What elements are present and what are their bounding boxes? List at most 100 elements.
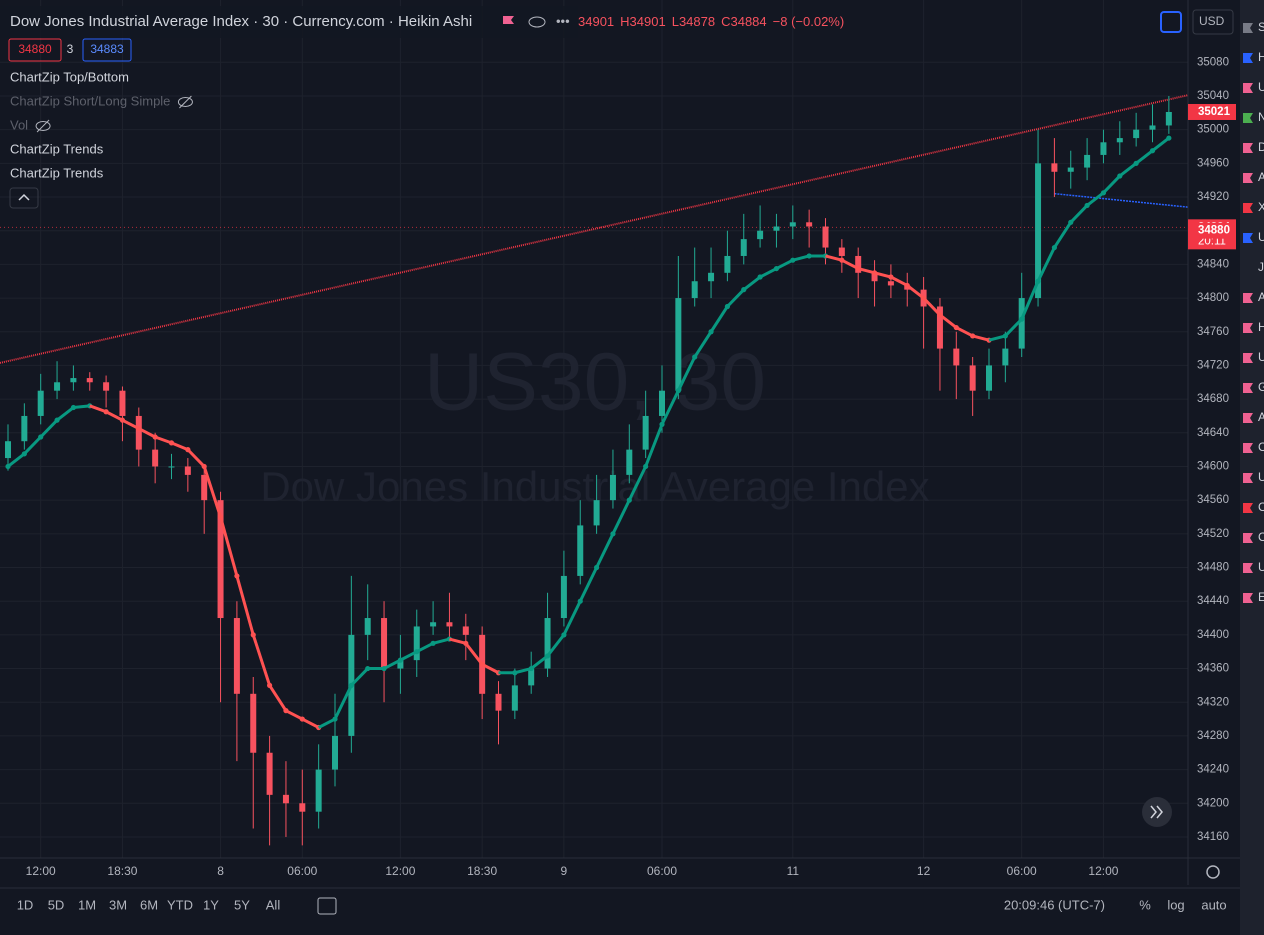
ma-segment <box>170 441 189 452</box>
sync-button[interactable] <box>1160 11 1182 33</box>
candle-body <box>675 298 682 391</box>
range-button[interactable]: YTD <box>167 897 193 912</box>
watchlist-flag[interactable] <box>1243 143 1253 153</box>
watchlist-flag[interactable] <box>1243 533 1253 543</box>
watchlist-symbol[interactable]: C <box>1258 530 1264 544</box>
y-tick-label: 34400 <box>1197 629 1229 641</box>
watchlist-flag[interactable] <box>1243 113 1253 123</box>
watchlist-symbol[interactable]: U <box>1258 230 1264 244</box>
watchlist-symbol[interactable]: H <box>1258 320 1264 334</box>
candle-body <box>119 390 126 416</box>
watchlist-symbol[interactable]: E <box>1258 590 1264 604</box>
watchlist-symbol[interactable]: X <box>1258 200 1264 214</box>
watchlist-symbol[interactable]: U <box>1258 470 1264 484</box>
ma-segment <box>268 684 288 712</box>
watchlist-symbol[interactable]: U <box>1258 560 1264 574</box>
range-button[interactable]: All <box>266 897 281 912</box>
ma-segment <box>841 258 859 270</box>
range-button[interactable]: 6M <box>140 897 158 912</box>
candle-body <box>936 306 943 349</box>
currency[interactable]: USD <box>1199 14 1225 28</box>
watchlist-symbol[interactable]: C <box>1258 440 1264 454</box>
watchlist-symbol[interactable]: A <box>1258 290 1264 304</box>
watchlist-symbol[interactable]: S <box>1258 20 1264 34</box>
y-tick-label: 34280 <box>1197 730 1229 742</box>
settings-icon[interactable] <box>1206 865 1220 879</box>
range-button[interactable]: 1Y <box>203 897 219 912</box>
watchlist-symbol[interactable]: U <box>1258 80 1264 94</box>
ohlc-value: −8 (−0.02%) <box>773 14 845 29</box>
watchlist-flag[interactable] <box>1243 323 1253 333</box>
candle-body <box>266 752 273 795</box>
watchlist-flag[interactable] <box>1243 203 1253 213</box>
candle-body <box>397 660 404 669</box>
scale-option[interactable]: auto <box>1201 897 1226 912</box>
indicator-name[interactable]: ChartZip Short/Long Simple <box>10 93 170 108</box>
hidden-icon[interactable] <box>177 97 193 107</box>
range-button[interactable]: 3M <box>109 897 127 912</box>
watchlist-flag[interactable] <box>1243 563 1253 573</box>
ma-segment <box>1102 174 1121 194</box>
scale-option[interactable]: % <box>1139 897 1151 912</box>
watchlist-symbol[interactable]: A <box>1258 410 1264 424</box>
watchlist-flag[interactable] <box>1243 593 1253 603</box>
watchlist-symbol[interactable]: D <box>1258 140 1264 154</box>
ma-segment <box>1118 162 1138 178</box>
range-button[interactable]: 1D <box>17 897 34 912</box>
watchlist-flag[interactable] <box>1243 383 1253 393</box>
watchlist-symbol[interactable]: A <box>1258 170 1264 184</box>
indicator-name[interactable]: Vol <box>10 117 28 132</box>
ma-segment <box>906 284 925 300</box>
watchlist-flag[interactable] <box>1243 473 1253 483</box>
candle-body <box>184 466 191 475</box>
watchlist-symbol[interactable]: G <box>1258 380 1264 394</box>
candle-body <box>953 348 960 366</box>
ma-segment <box>464 642 484 666</box>
x-tick-label: 06:00 <box>287 864 317 878</box>
y-tick-label: 34360 <box>1197 663 1229 675</box>
ma-segment <box>154 435 173 445</box>
candle-body <box>1002 348 1009 366</box>
scale-option[interactable]: log <box>1167 897 1184 912</box>
watchlist-symbol[interactable]: U <box>1258 350 1264 364</box>
ma-segment <box>73 404 90 410</box>
range-button[interactable]: 5Y <box>234 897 250 912</box>
watchlist-flag[interactable] <box>1243 23 1253 33</box>
watchlist-flag[interactable] <box>1243 353 1253 363</box>
ohlc-value: C <box>721 14 730 29</box>
watchlist-flag[interactable] <box>1243 173 1253 183</box>
watchlist-flag[interactable] <box>1243 413 1253 423</box>
ma-segment <box>825 254 843 262</box>
collapse-button[interactable] <box>9 187 39 209</box>
more-icon[interactable]: ••• <box>556 13 570 28</box>
watchlist-flag[interactable] <box>1243 83 1253 93</box>
ma-segment <box>186 448 206 468</box>
indicator-name[interactable]: ChartZip Trends <box>10 141 104 156</box>
flag-icon[interactable] <box>503 16 514 24</box>
watchlist-flag[interactable] <box>1243 503 1253 513</box>
watchlist-flag[interactable] <box>1243 233 1253 243</box>
watchlist-symbol[interactable]: H <box>1258 50 1264 64</box>
ma-segment <box>644 423 664 468</box>
range-button[interactable]: 5D <box>48 897 65 912</box>
watchlist-symbol[interactable]: J <box>1258 260 1264 274</box>
watchlist-flag[interactable] <box>1243 293 1253 303</box>
goto-date-icon[interactable] <box>317 897 337 915</box>
watchlist-flag[interactable] <box>1243 53 1253 63</box>
watchlist-symbol[interactable]: C <box>1258 500 1264 514</box>
scroll-button[interactable] <box>1142 797 1172 827</box>
hidden-icon[interactable] <box>35 121 51 131</box>
eye-icon[interactable] <box>528 16 546 28</box>
ma-segment <box>677 356 697 392</box>
watchlist-flag[interactable] <box>1243 443 1253 453</box>
candle-body <box>659 390 665 416</box>
watchlist-symbol[interactable]: N <box>1258 110 1264 124</box>
time-axis: 12:00 18:30 8 06:00 12:00 18:30 9 06:00 11 12 06:0… <box>26 864 1119 878</box>
currency-button[interactable] <box>1192 9 1234 35</box>
indicator-name[interactable]: ChartZip Top/Bottom <box>10 69 129 84</box>
range-button[interactable]: 1M <box>78 897 96 912</box>
indicator-name[interactable]: ChartZip Trends <box>10 165 104 180</box>
candle-body <box>969 365 976 391</box>
candle-body <box>986 365 992 391</box>
ohlc-value: 34901 <box>578 14 614 29</box>
